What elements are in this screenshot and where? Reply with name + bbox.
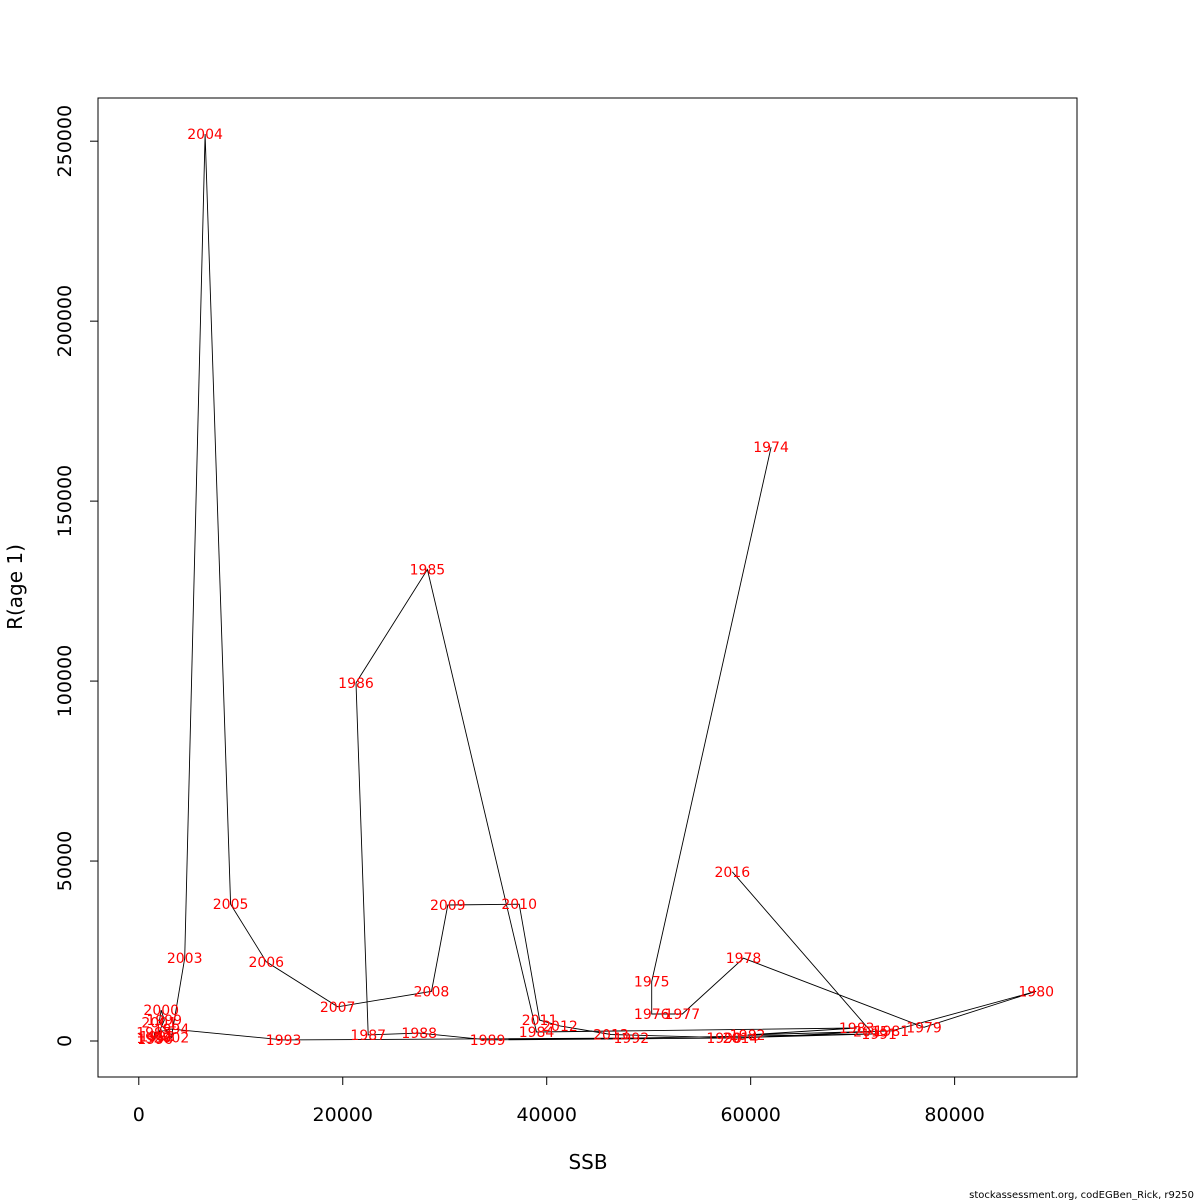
footer-credit: stockassessment.org, codEGBen_Rick, r925… [969, 1190, 1194, 1200]
x-tick-label: 40000 [516, 1104, 576, 1126]
y-axis-title: R(age 1) [3, 544, 27, 630]
point-label-2001: 2001 [141, 1015, 177, 1031]
plot-frame [97, 97, 1078, 1078]
point-label-1989: 1989 [470, 1033, 506, 1049]
point-label-1996: 1996 [137, 1032, 173, 1048]
point-label-1976: 1976 [634, 1007, 670, 1023]
point-label-2003: 2003 [167, 951, 203, 967]
point-label-2015: 2015 [853, 1025, 889, 1041]
y-tick-label: 150000 [54, 465, 76, 538]
point-label-1985: 1985 [410, 563, 446, 579]
point-label-1975: 1975 [634, 975, 670, 991]
point-label-2004: 2004 [187, 127, 223, 143]
x-tick-label: 20000 [313, 1104, 373, 1126]
point-label-1999: 1999 [146, 1013, 182, 1029]
y-axis: 0 50000 100000 150000 200000 250000 [54, 105, 99, 1047]
y-tick-label: 50000 [54, 831, 76, 891]
point-label-1982: 1982 [730, 1028, 766, 1044]
point-label-1997: 1997 [136, 1031, 172, 1047]
point-label-1987: 1987 [350, 1028, 386, 1044]
point-label-1991: 1991 [861, 1027, 897, 1043]
point-label-2012: 2012 [542, 1019, 578, 1035]
series-line [153, 133, 1037, 1041]
point-label-1984: 1984 [519, 1025, 555, 1041]
x-axis-title: SSB [568, 1150, 607, 1174]
point-label-1979: 1979 [906, 1020, 942, 1036]
point-label-1980: 1980 [1018, 984, 1054, 1000]
x-tick-label: 80000 [924, 1104, 984, 1126]
x-tick-label: 60000 [720, 1104, 780, 1126]
point-label-2013: 2013 [593, 1028, 629, 1044]
point-label-1992: 1992 [614, 1031, 650, 1047]
point-label-2005: 2005 [213, 897, 249, 913]
y-tick-label: 100000 [54, 645, 76, 718]
point-label-1986: 1986 [338, 676, 374, 692]
point-label-2014: 2014 [723, 1031, 759, 1047]
x-tick-label: 0 [133, 1104, 145, 1126]
point-label-2008: 2008 [414, 984, 450, 1000]
point-label-2016: 2016 [714, 865, 750, 881]
point-label-2000: 2000 [143, 1003, 179, 1019]
point-label-1983: 1983 [839, 1021, 875, 1037]
point-label-1977: 1977 [665, 1007, 701, 1023]
point-label-2010: 2010 [501, 897, 537, 913]
point-label-1993: 1993 [266, 1033, 302, 1049]
point-label-1995: 1995 [136, 1026, 172, 1042]
point-label-1981: 1981 [874, 1024, 910, 1040]
y-tick-label: 250000 [54, 105, 76, 178]
point-label-2009: 2009 [430, 898, 466, 914]
x-axis: 0 20000 40000 60000 80000 [133, 1076, 985, 1126]
point-label-1990: 1990 [706, 1031, 742, 1047]
point-label-1998: 1998 [139, 1030, 175, 1046]
point-label-1994: 1994 [154, 1022, 190, 1038]
point-label-2006: 2006 [248, 955, 284, 971]
y-tick-label: 200000 [54, 285, 76, 358]
y-tick-label: 0 [54, 1035, 76, 1047]
point-label-1988: 1988 [401, 1026, 437, 1042]
point-label-2011: 2011 [522, 1013, 558, 1029]
point-label-2002: 2002 [154, 1030, 190, 1046]
point-label-1978: 1978 [726, 951, 762, 967]
point-label-1974: 1974 [753, 440, 789, 456]
point-label-2007: 2007 [320, 1000, 356, 1016]
